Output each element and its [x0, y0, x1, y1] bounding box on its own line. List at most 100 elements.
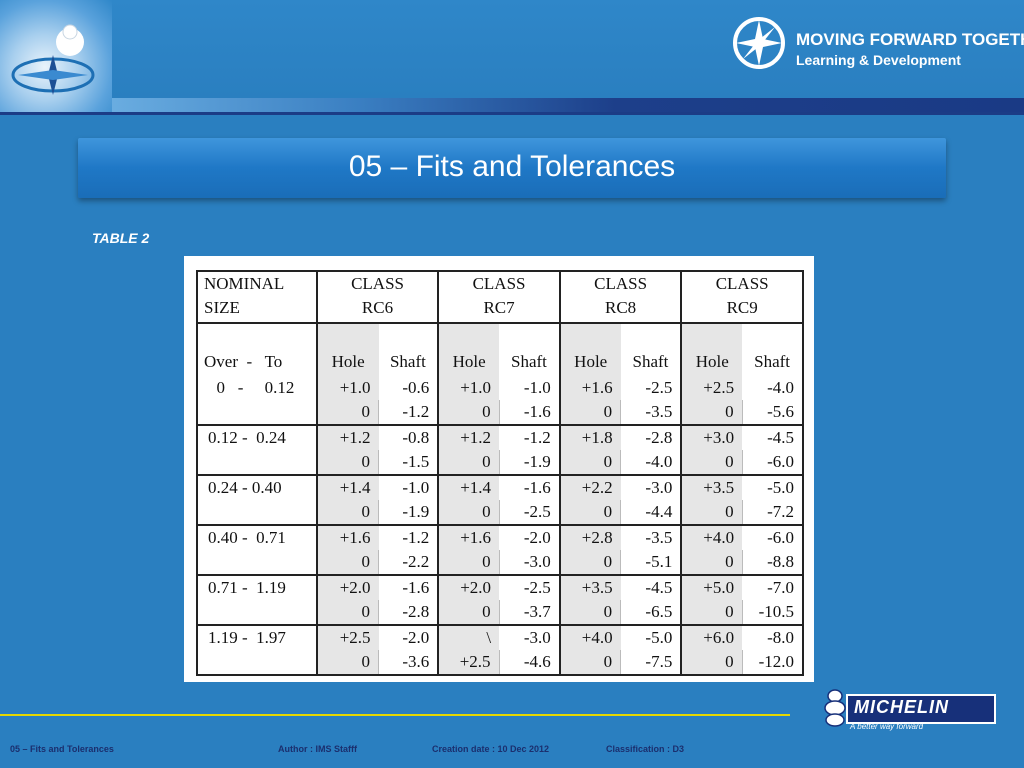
size-range-cell: 0.24 - 0.40: [197, 475, 317, 526]
size-range-cell: 0 - 0.12: [197, 376, 317, 426]
hole-value-cell: 0: [315, 400, 379, 426]
shaft-value-cell: -1.2: [402, 528, 430, 547]
shaft-value-cell: -2.0: [523, 528, 551, 547]
hole-value-cell: +1.0: [437, 376, 500, 400]
shaft-header: Shaft: [510, 352, 547, 371]
shaft-value-cell: -6.0: [767, 528, 794, 547]
moving-forward-logo: MOVING FORWARD TOGETHER Learning & Devel…: [728, 12, 1024, 72]
logo-title: MOVING FORWARD TOGETHER: [796, 30, 1024, 49]
slide-title: 05 – Fits and Tolerances: [348, 150, 676, 183]
table-row: 0 -2.8 0 -3.7 0 -6.5 0 -10.5: [197, 600, 803, 626]
hole-value-cell: 0: [437, 600, 500, 626]
footer-divider: [0, 714, 790, 716]
hole-value-cell: +2.5: [680, 376, 743, 400]
size-label: SIZE: [204, 298, 240, 317]
shaft-value-cell: -5.1: [620, 550, 682, 576]
footer-classification: Classification : D3: [606, 744, 685, 754]
hole-value-cell: +2.0: [437, 575, 500, 600]
shaft-value-cell: -1.2: [378, 400, 439, 426]
shaft-value-cell: -6.0: [741, 450, 803, 476]
hole-value-cell: +2.8: [558, 525, 621, 550]
hole-value-cell: 0: [558, 400, 621, 426]
hole-value-cell: 0: [558, 550, 621, 576]
shaft-value-cell: -10.5: [741, 600, 803, 626]
hole-value-cell: +1.4: [315, 475, 379, 500]
hole-value-cell: +4.0: [558, 625, 621, 650]
shaft-value-cell: -1.6: [523, 478, 551, 497]
hole-value-cell: 0: [680, 650, 743, 676]
shaft-value-cell: -4.4: [620, 500, 682, 526]
shaft-value-cell: -2.5: [523, 578, 551, 597]
hole-value-cell: +2.0: [315, 575, 379, 600]
corner-illustration: [0, 0, 112, 112]
shaft-value-cell: -5.0: [767, 478, 794, 497]
hole-value-cell: 0: [437, 450, 500, 476]
class-code: RC9: [726, 298, 758, 317]
compass-icon: [11, 24, 95, 95]
hole-value-cell: 0: [558, 600, 621, 626]
shaft-header: Shaft: [754, 352, 790, 371]
hole-value-cell: 0: [315, 550, 379, 576]
hole-value-cell: 0: [558, 650, 621, 676]
footer-creation-date: Creation date : 10 Dec 2012: [432, 744, 550, 754]
shaft-value-cell: -4.0: [620, 450, 682, 476]
shaft-value-cell: -8.0: [767, 628, 794, 647]
shaft-value-cell: -6.5: [620, 600, 682, 626]
shaft-value-cell: -1.9: [498, 450, 560, 476]
shaft-value-cell: -1.5: [378, 450, 439, 476]
hole-header: Hole: [437, 323, 500, 376]
shaft-value-cell: -5.6: [741, 400, 803, 426]
shaft-value-cell: -3.5: [645, 528, 673, 547]
class-label: CLASS: [472, 274, 526, 293]
footer-author: Author : IMS Stafff: [278, 744, 357, 754]
range-header: Over - To: [204, 352, 283, 371]
hole-value-cell: +3.5: [558, 575, 621, 600]
table-row: 0 -2.2 0 -3.0 0 -5.1 0 -8.8: [197, 550, 803, 576]
hole-value-cell: 0: [437, 550, 500, 576]
michelin-wordmark: MICHELIN: [854, 697, 949, 717]
shaft-value-cell: -3.0: [498, 550, 560, 576]
hole-value-cell: 0: [680, 500, 743, 526]
shaft-value-cell: -12.0: [741, 650, 803, 676]
hole-header: Hole: [558, 323, 621, 376]
hole-value-cell: 0: [315, 650, 379, 676]
class-code: RC7: [483, 298, 515, 317]
shaft-value-cell: -4.6: [498, 650, 560, 676]
title-bar: 05 – Fits and Tolerances: [78, 138, 946, 198]
shaft-value-cell: -1.0: [523, 378, 551, 397]
shaft-value-cell: -4.0: [767, 378, 794, 397]
table-row: 0.71 - 1.19 +2.0 -1.6 +2.0 -2.5 +3.5 -4.5 +5.0-…: [197, 575, 803, 626]
nominal-label: NOMINAL: [204, 274, 285, 293]
hole-header: Hole: [680, 323, 743, 376]
hole-value-cell: 0: [680, 450, 743, 476]
hole-value-cell: +1.0: [315, 376, 379, 400]
class-header-rc6: CLASS RC6: [315, 271, 439, 324]
class-label: CLASS: [715, 274, 769, 293]
class-header-rc8: CLASS RC8: [558, 271, 682, 324]
table-row: 0.24 - 0.40 +1.4 -1.0 +1.4 -1.6 +2.2 -3.0 +3.5-…: [197, 475, 803, 526]
table-subheader-row: Over - To Hole Shaft Hole Shaft Hole Sha…: [197, 323, 803, 376]
hole-value-cell: +1.4: [437, 475, 500, 500]
table-row: 1.19 - 1.97 +2.5 -2.0 \ -3.0 +4.0 -5.0 +6.0 -8.0: [197, 625, 803, 676]
class-code: RC8: [604, 298, 637, 317]
footer-document-title: 05 – Fits and Tolerances: [10, 744, 114, 754]
hole-value-cell: 0: [315, 600, 379, 626]
header-stripe-dark: [0, 112, 1024, 115]
michelin-wordmark-box: [846, 694, 996, 724]
logo-subtitle: Learning & Development: [796, 52, 961, 68]
shaft-value-cell: -3.0: [523, 628, 551, 647]
shaft-header: Shaft: [389, 352, 426, 371]
header-stripe: [0, 98, 1024, 112]
shaft-value-cell: -0.6: [402, 378, 430, 397]
michelin-logo: MICHELIN A better way forward: [820, 688, 996, 732]
shaft-value-cell: -3.5: [620, 400, 682, 426]
shaft-value-cell: -1.0: [402, 478, 430, 497]
shaft-value-cell: -2.8: [645, 428, 673, 447]
class-code: RC6: [361, 298, 394, 317]
shaft-value-cell: -2.5: [645, 378, 673, 397]
size-range-cell: 0.12 - 0.24: [197, 425, 317, 476]
shaft-value-cell: -2.2: [378, 550, 439, 576]
shaft-value-cell: -1.6: [498, 400, 560, 426]
hole-value-cell: +2.2: [558, 475, 621, 500]
hole-value-cell: 0: [558, 450, 621, 476]
